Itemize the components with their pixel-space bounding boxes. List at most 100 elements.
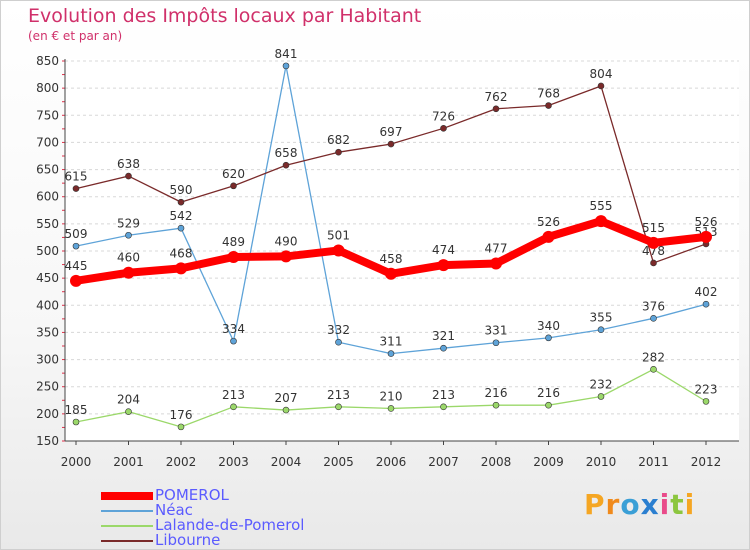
data-point xyxy=(597,393,605,400)
x-tick-label: 2010 xyxy=(586,455,617,469)
data-point xyxy=(177,423,185,431)
data-label: 458 xyxy=(380,252,403,266)
data-label: 489 xyxy=(222,235,245,249)
logo-letter: i xyxy=(684,488,696,521)
x-tick-label: 2003 xyxy=(218,455,249,469)
data-label: 509 xyxy=(65,227,88,241)
data-point xyxy=(387,350,395,357)
x-tick-label: 2000 xyxy=(61,455,92,469)
y-tick-label: 200 xyxy=(36,407,59,421)
data-point xyxy=(597,82,605,90)
data-point xyxy=(70,274,82,287)
data-label: 501 xyxy=(327,228,350,242)
y-tick-label: 450 xyxy=(36,271,59,285)
series-libourne: 615638590620658682697726762768804478513 xyxy=(65,67,717,267)
logo-letter: x xyxy=(640,488,660,521)
chart-title: Evolution des Impôts locaux par Habitant xyxy=(28,5,422,27)
data-point xyxy=(227,250,240,263)
data-point xyxy=(545,401,552,409)
data-label: 762 xyxy=(485,90,508,104)
data-label: 402 xyxy=(695,285,718,299)
data-label: 282 xyxy=(642,350,665,364)
data-label: 468 xyxy=(170,246,193,260)
data-point xyxy=(72,185,80,192)
data-label: 638 xyxy=(117,157,140,171)
data-point xyxy=(280,250,292,263)
data-label: 185 xyxy=(65,403,88,417)
data-label: 615 xyxy=(65,170,88,184)
data-point xyxy=(595,215,607,228)
data-label: 460 xyxy=(117,251,140,265)
data-label: 768 xyxy=(537,87,560,101)
y-tick-label: 500 xyxy=(36,244,59,258)
data-point xyxy=(230,337,237,345)
logo-letter: i xyxy=(659,488,671,521)
data-point xyxy=(177,224,185,232)
x-tick-label: 2006 xyxy=(376,455,407,469)
data-point xyxy=(440,403,447,411)
logo-letter: r xyxy=(605,488,621,521)
proxiti-logo: Proxiti xyxy=(584,488,695,521)
data-label: 555 xyxy=(590,199,613,213)
logo-letter: P xyxy=(584,488,606,521)
data-point xyxy=(385,267,397,280)
legend-label: Lalande-de-Pomerol xyxy=(155,516,305,534)
series-n-ac: 509 529 542 334 841 332 311 321 331 340 355 376 402 xyxy=(65,47,718,357)
data-point xyxy=(700,230,712,243)
y-tick-label: 600 xyxy=(36,190,59,204)
data-label: 176 xyxy=(170,408,193,422)
logo-letter: t xyxy=(670,488,685,521)
legend-swatch xyxy=(101,540,153,542)
x-tick-label: 2001 xyxy=(113,455,144,469)
legend-swatch xyxy=(101,510,153,512)
y-tick-label: 150 xyxy=(36,434,59,448)
y-tick-label: 650 xyxy=(36,163,59,177)
x-tick-label: 2009 xyxy=(533,455,564,469)
data-point xyxy=(492,105,500,113)
y-tick-label: 850 xyxy=(36,54,59,68)
data-point xyxy=(282,62,290,70)
data-point xyxy=(702,398,710,405)
data-label: 213 xyxy=(432,388,455,402)
legend-label: POMEROL xyxy=(155,486,229,504)
data-point xyxy=(125,231,132,239)
legend-label: Libourne xyxy=(155,531,221,549)
data-point xyxy=(335,403,342,411)
legend-label: Néac xyxy=(155,501,193,519)
data-label: 340 xyxy=(537,319,560,333)
data-point xyxy=(702,300,710,308)
data-label: 223 xyxy=(695,382,718,396)
chart-subtitle: (en € et par an) xyxy=(28,29,123,43)
y-tick-label: 550 xyxy=(36,217,59,231)
data-label: 620 xyxy=(222,167,245,181)
data-label: 311 xyxy=(380,335,403,349)
data-label: 529 xyxy=(117,216,140,230)
y-tick-label: 800 xyxy=(36,81,59,95)
data-label: 216 xyxy=(485,386,508,400)
data-point xyxy=(282,406,290,414)
series-lalande-de-pomerol: 185 204 176 213 207 213 210 213 216 216 232 282 223 xyxy=(65,350,718,431)
data-label: 697 xyxy=(380,125,403,139)
data-label: 321 xyxy=(432,329,455,343)
data-label: 477 xyxy=(485,241,508,255)
x-tick-label: 2007 xyxy=(428,455,459,469)
data-label: 216 xyxy=(537,386,560,400)
data-point xyxy=(282,161,290,169)
data-label: 682 xyxy=(327,133,350,147)
data-point xyxy=(650,315,657,322)
data-point xyxy=(387,405,395,412)
data-point xyxy=(545,102,552,109)
y-tick-label: 400 xyxy=(36,298,59,312)
data-label: 804 xyxy=(590,67,613,81)
data-label: 515 xyxy=(642,221,665,235)
y-tick-label: 350 xyxy=(36,325,59,339)
data-point xyxy=(492,339,500,347)
logo-letter: o xyxy=(620,488,641,521)
x-tick-label: 2004 xyxy=(271,455,302,469)
y-tick-label: 750 xyxy=(36,108,59,122)
data-point xyxy=(545,334,552,342)
data-point xyxy=(335,338,342,346)
data-point xyxy=(125,408,132,415)
y-tick-label: 300 xyxy=(36,353,59,367)
series-pomerol: 445 460 468 489 490 501 458 474 477 526 555 515 526 xyxy=(65,199,717,287)
